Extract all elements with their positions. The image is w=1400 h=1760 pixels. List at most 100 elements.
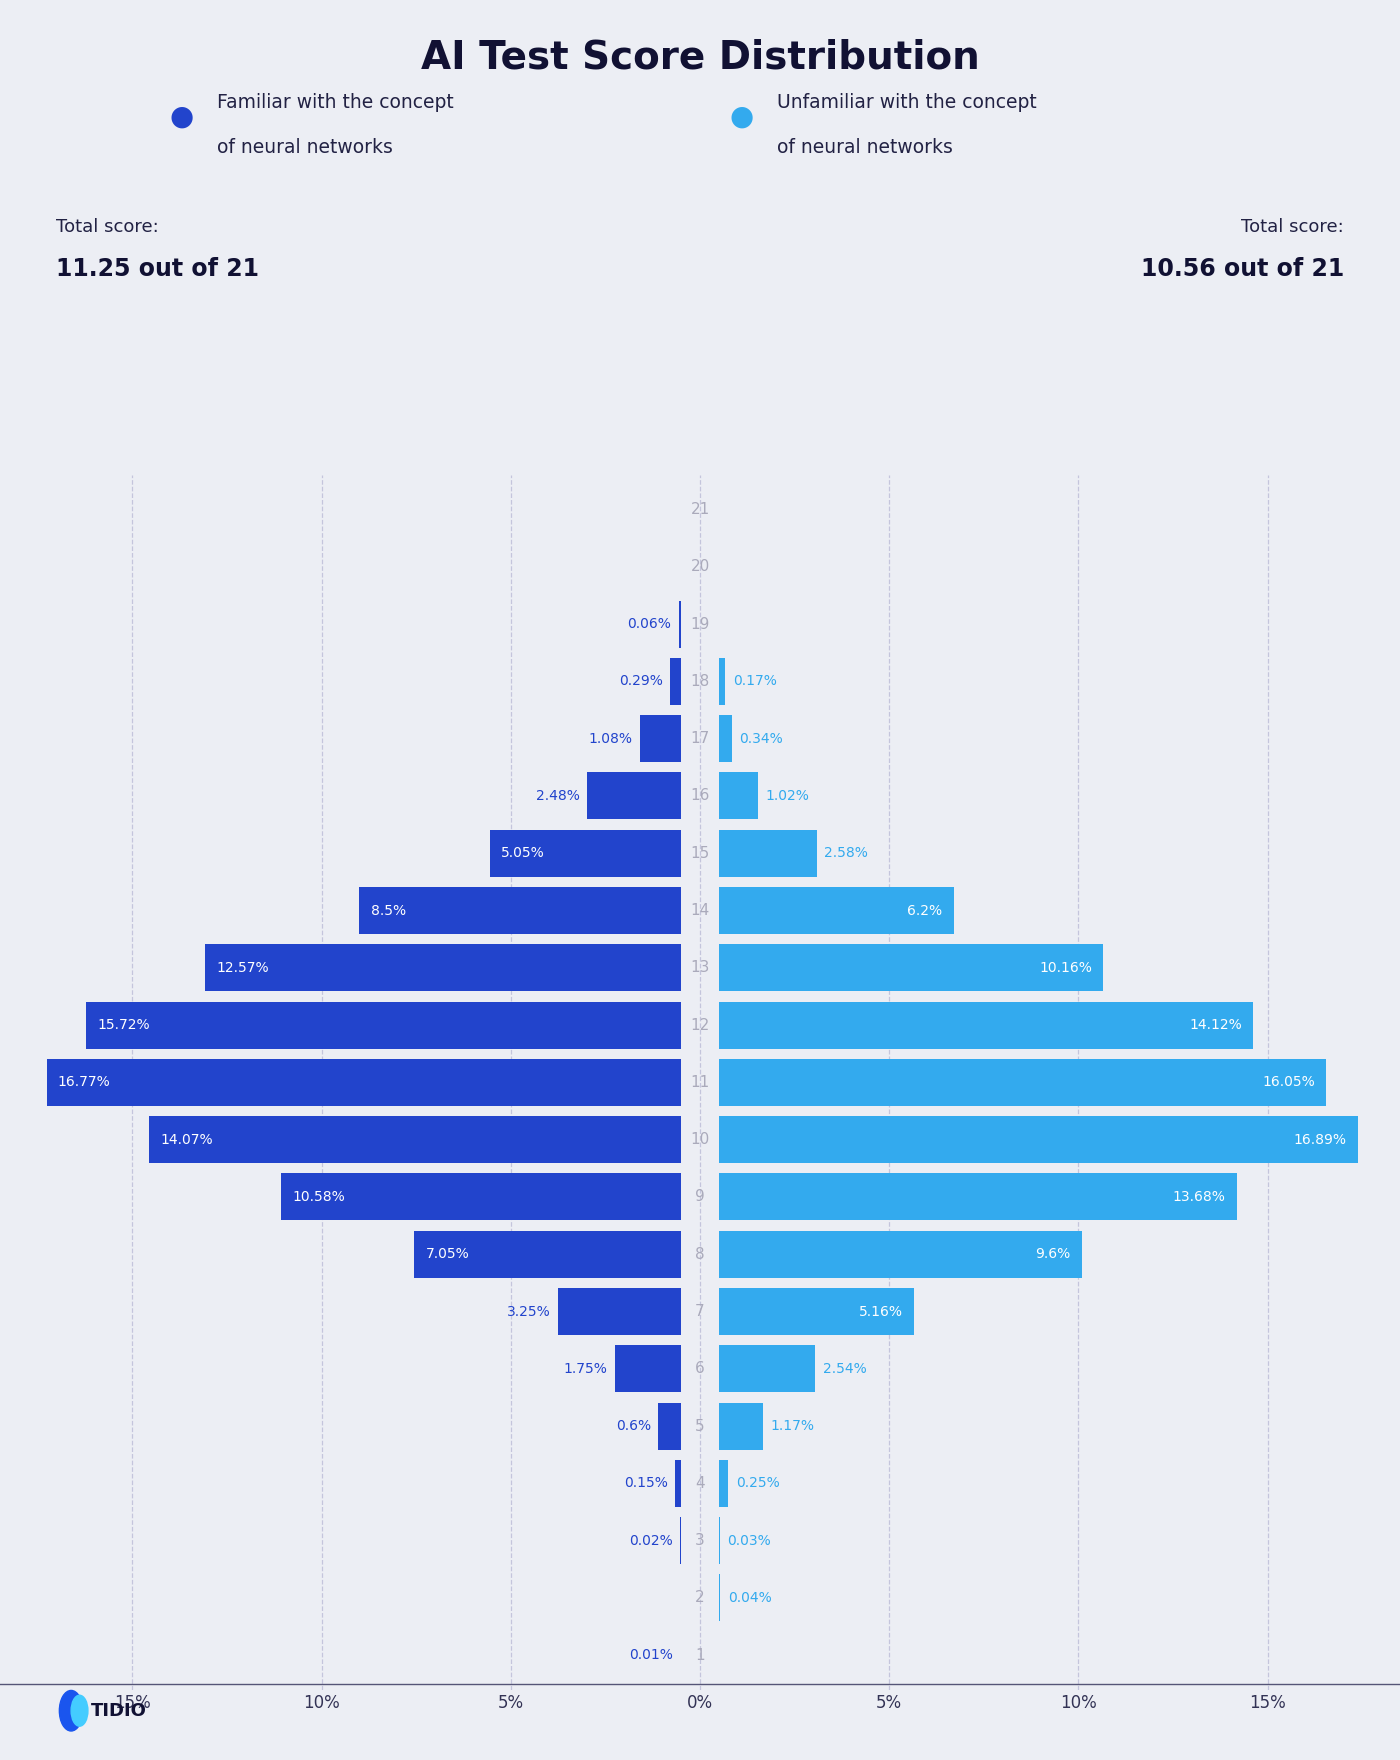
Text: 4: 4 bbox=[696, 1477, 704, 1491]
Text: 16.89%: 16.89% bbox=[1294, 1133, 1347, 1148]
Text: of neural networks: of neural networks bbox=[217, 139, 393, 157]
Bar bbox=[206, 945, 680, 991]
Bar bbox=[720, 1403, 763, 1450]
Text: 16: 16 bbox=[690, 788, 710, 804]
Bar bbox=[671, 658, 680, 706]
Text: 0.15%: 0.15% bbox=[624, 1477, 668, 1491]
Bar bbox=[148, 1116, 680, 1163]
Text: Familiar with the concept: Familiar with the concept bbox=[217, 93, 454, 111]
Bar bbox=[720, 1116, 1358, 1163]
Bar bbox=[720, 945, 1103, 991]
Text: 5.05%: 5.05% bbox=[501, 847, 545, 861]
Bar bbox=[720, 773, 757, 820]
Text: Unfamiliar with the concept: Unfamiliar with the concept bbox=[777, 93, 1037, 111]
Bar bbox=[360, 887, 680, 935]
Text: 14: 14 bbox=[690, 903, 710, 919]
Text: 0.17%: 0.17% bbox=[734, 674, 777, 688]
Text: 10.16%: 10.16% bbox=[1039, 961, 1092, 975]
Text: 11: 11 bbox=[690, 1075, 710, 1089]
Bar bbox=[615, 1345, 680, 1392]
Bar bbox=[720, 1230, 1082, 1278]
Text: ●: ● bbox=[729, 102, 755, 130]
Text: 6.2%: 6.2% bbox=[907, 903, 942, 917]
Text: 12.57%: 12.57% bbox=[217, 961, 269, 975]
Text: 9: 9 bbox=[696, 1190, 704, 1204]
Text: 16.77%: 16.77% bbox=[57, 1075, 111, 1089]
Text: 9.6%: 9.6% bbox=[1036, 1248, 1071, 1262]
Text: 20: 20 bbox=[690, 560, 710, 574]
Text: 2.48%: 2.48% bbox=[536, 788, 580, 803]
Bar bbox=[414, 1230, 680, 1278]
Text: 0.04%: 0.04% bbox=[728, 1591, 771, 1605]
Bar bbox=[281, 1174, 680, 1220]
Text: 1.02%: 1.02% bbox=[764, 788, 809, 803]
Text: 12: 12 bbox=[690, 1017, 710, 1033]
Text: 2.54%: 2.54% bbox=[823, 1362, 867, 1376]
Text: Total score:: Total score: bbox=[1242, 218, 1344, 236]
Text: 8: 8 bbox=[696, 1246, 704, 1262]
Text: Total score:: Total score: bbox=[56, 218, 158, 236]
Text: 0.02%: 0.02% bbox=[629, 1533, 673, 1547]
Bar bbox=[490, 829, 680, 876]
Text: ●: ● bbox=[169, 102, 195, 130]
Bar bbox=[720, 1288, 914, 1336]
Text: 0.29%: 0.29% bbox=[619, 674, 662, 688]
Bar bbox=[720, 887, 953, 935]
Text: 10.58%: 10.58% bbox=[293, 1190, 344, 1204]
Text: 15: 15 bbox=[690, 847, 710, 861]
Bar bbox=[679, 600, 680, 648]
Text: 0.01%: 0.01% bbox=[629, 1647, 673, 1661]
Bar bbox=[720, 1575, 721, 1621]
Bar bbox=[720, 1345, 815, 1392]
Text: 19: 19 bbox=[690, 616, 710, 632]
Text: 7: 7 bbox=[696, 1304, 704, 1318]
Text: 14.12%: 14.12% bbox=[1189, 1017, 1242, 1031]
Text: of neural networks: of neural networks bbox=[777, 139, 953, 157]
Ellipse shape bbox=[71, 1695, 88, 1727]
Bar bbox=[675, 1459, 680, 1507]
Bar bbox=[720, 715, 732, 762]
Bar bbox=[720, 829, 816, 876]
Text: 18: 18 bbox=[690, 674, 710, 688]
Bar bbox=[720, 1174, 1236, 1220]
Bar bbox=[587, 773, 680, 820]
Ellipse shape bbox=[59, 1690, 83, 1732]
Text: 1.08%: 1.08% bbox=[588, 732, 633, 746]
Bar bbox=[87, 1001, 680, 1049]
Text: 13: 13 bbox=[690, 961, 710, 975]
Bar bbox=[46, 1060, 680, 1105]
Text: 10.56 out of 21: 10.56 out of 21 bbox=[1141, 257, 1344, 282]
Text: 16.05%: 16.05% bbox=[1263, 1075, 1315, 1089]
Text: 8.5%: 8.5% bbox=[371, 903, 406, 917]
Text: 3: 3 bbox=[696, 1533, 704, 1549]
Text: AI Test Score Distribution: AI Test Score Distribution bbox=[420, 39, 980, 77]
Text: 0.03%: 0.03% bbox=[728, 1533, 771, 1547]
Text: 15.72%: 15.72% bbox=[98, 1017, 150, 1031]
Bar bbox=[720, 1060, 1326, 1105]
Text: 17: 17 bbox=[690, 730, 710, 746]
Bar bbox=[720, 1459, 728, 1507]
Text: 0.34%: 0.34% bbox=[739, 732, 783, 746]
Text: 7.05%: 7.05% bbox=[426, 1248, 469, 1262]
Text: 2.58%: 2.58% bbox=[825, 847, 868, 861]
Text: 1: 1 bbox=[696, 1647, 704, 1663]
Text: 0.6%: 0.6% bbox=[616, 1419, 651, 1433]
Text: 10: 10 bbox=[690, 1132, 710, 1148]
Text: 13.68%: 13.68% bbox=[1172, 1190, 1225, 1204]
Text: TIDIO: TIDIO bbox=[91, 1702, 147, 1720]
Text: 5: 5 bbox=[696, 1419, 704, 1434]
Text: 14.07%: 14.07% bbox=[160, 1133, 213, 1148]
Text: 0.25%: 0.25% bbox=[736, 1477, 780, 1491]
Text: 0.06%: 0.06% bbox=[627, 618, 671, 632]
Text: 1.17%: 1.17% bbox=[771, 1419, 815, 1433]
Bar bbox=[559, 1288, 680, 1336]
Bar bbox=[658, 1403, 680, 1450]
Text: 3.25%: 3.25% bbox=[507, 1304, 550, 1318]
Text: 1.75%: 1.75% bbox=[563, 1362, 608, 1376]
Bar bbox=[720, 658, 725, 706]
Bar bbox=[720, 1001, 1253, 1049]
Text: 5.16%: 5.16% bbox=[858, 1304, 903, 1318]
Text: 11.25 out of 21: 11.25 out of 21 bbox=[56, 257, 259, 282]
Text: 6: 6 bbox=[696, 1360, 704, 1376]
Text: 21: 21 bbox=[690, 502, 710, 517]
